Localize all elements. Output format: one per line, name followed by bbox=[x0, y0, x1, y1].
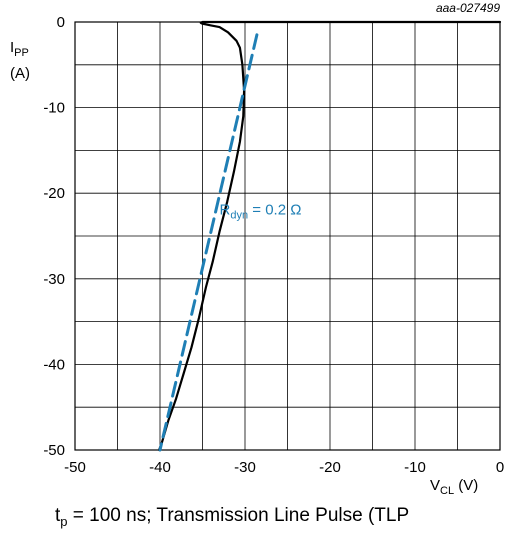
y-tick-label: -10 bbox=[43, 100, 65, 117]
tlp-measured-curve bbox=[158, 20, 502, 452]
plot-grid bbox=[74, 21, 501, 451]
y-tick-label: -20 bbox=[43, 185, 65, 202]
x-tick-label: -30 bbox=[234, 459, 256, 476]
x-tick-label: -10 bbox=[404, 459, 426, 476]
x-axis-label: VCL (V) bbox=[430, 477, 478, 497]
chart: -50 -40 -30 -20 -10 0 0 -10 -20 -30 -40 -50 aaa-027… bbox=[10, 1, 504, 497]
series-layer bbox=[158, 20, 502, 452]
y-axis-unit: (A) bbox=[10, 65, 30, 82]
x-tick-label: -50 bbox=[64, 459, 86, 476]
x-tick-label: -20 bbox=[319, 459, 341, 476]
x-tick-label: -40 bbox=[149, 459, 171, 476]
rdyn-fit-line bbox=[158, 33, 259, 452]
y-tick-label: -50 bbox=[43, 442, 65, 459]
y-tick-label: 0 bbox=[57, 14, 65, 31]
tick-labels: -50 -40 -30 -20 -10 0 0 -10 -20 -30 -40 -50 bbox=[43, 14, 504, 476]
y-axis-label: IPP bbox=[10, 39, 29, 59]
figure-reference-code: aaa-027499 bbox=[436, 1, 500, 15]
rdyn-annotation: Rdyn = 0.2 Ω bbox=[220, 202, 302, 222]
y-tick-label: -40 bbox=[43, 356, 65, 373]
x-tick-label: 0 bbox=[496, 459, 504, 476]
figure-caption: tp = 100 ns; Transmission Line Pulse (TL… bbox=[55, 505, 410, 529]
y-tick-label: -30 bbox=[43, 271, 65, 288]
